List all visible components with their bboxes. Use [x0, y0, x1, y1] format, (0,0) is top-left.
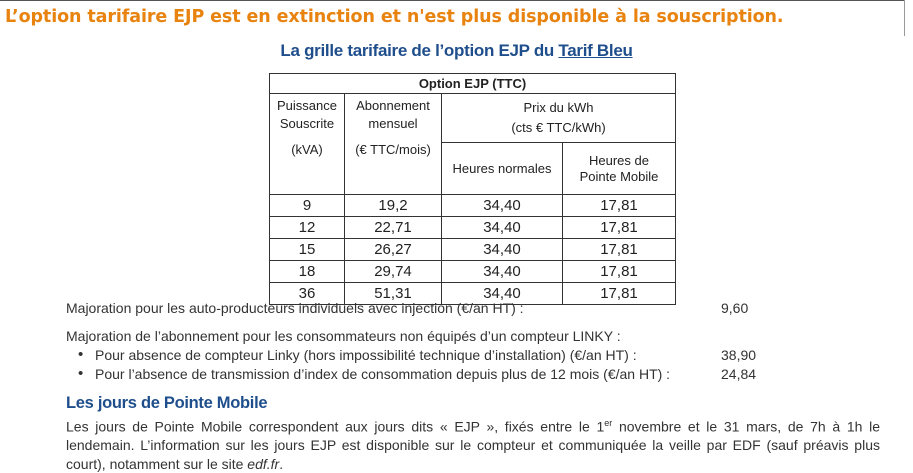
power-value: 12 — [269, 216, 345, 239]
ejp-tariff-table: Option EJP (TTC) Puissance Souscrite (kV… — [269, 73, 676, 305]
header-price: Prix du kWh (cts € TTC/kWh) — [441, 92, 676, 144]
subscription-value: 29,74 — [344, 260, 442, 283]
table-row: 36 51,31 34,40 17,81 — [269, 282, 676, 305]
edf-site-text: edf.fr — [247, 455, 280, 472]
header-normal-hours: Heures normales — [441, 142, 563, 195]
header-subscription: Abonnement mensuel (€ TTC/mois) — [344, 93, 442, 195]
peak-days-paragraph: Les jours de Pointe Mobile correspondent… — [66, 418, 880, 472]
table-row: 18 29,74 34,40 17,81 — [269, 260, 676, 283]
peak-price-value: 17,81 — [562, 238, 676, 261]
subscription-value: 22,71 — [344, 216, 442, 239]
producers-surcharge-value: 9,60 — [721, 300, 749, 316]
power-value: 36 — [269, 282, 345, 305]
grid-title-text: La grille tarifaire de l’option EJP du — [280, 41, 559, 60]
table-title: Option EJP (TTC) — [269, 73, 676, 94]
table-row: 12 22,71 34,40 17,81 — [269, 216, 676, 239]
normal-price-value: 34,40 — [441, 194, 563, 217]
normal-price-value: 34,40 — [441, 216, 563, 239]
peak-price-value: 17,81 — [562, 216, 676, 239]
linky-surcharge-value: 24,84 — [721, 366, 757, 382]
power-value: 15 — [269, 238, 345, 261]
normal-price-value: 34,40 — [441, 282, 563, 305]
header-peak-hours: Heures de Pointe Mobile — [562, 142, 676, 195]
subscription-value: 19,2 — [344, 194, 442, 217]
peak-price-value: 17,81 — [562, 260, 676, 283]
subscription-value: 26,27 — [344, 238, 442, 261]
table-row: 9 19,2 34,40 17,81 — [269, 194, 676, 217]
power-value: 18 — [269, 260, 345, 283]
normal-price-value: 34,40 — [441, 260, 563, 283]
tarif-bleu-link[interactable]: Tarif Bleu — [558, 41, 633, 60]
normal-price-value: 34,40 — [441, 238, 563, 261]
table-row: 15 26,27 34,40 17,81 — [269, 238, 676, 261]
linky-surcharge-item: Pour absence de compteur Linky (hors imp… — [78, 346, 637, 363]
extinction-warning: L’option tarifaire EJP est en extinction… — [5, 7, 784, 27]
right-border — [904, 0, 905, 36]
linky-surcharge-intro: Majoration de l’abonnement pour les cons… — [66, 328, 621, 344]
linky-surcharge-value: 38,90 — [721, 347, 757, 363]
grid-title: La grille tarifaire de l’option EJP du T… — [0, 41, 913, 61]
peak-price-value: 17,81 — [562, 194, 676, 217]
peak-price-value: 17,81 — [562, 282, 676, 305]
header-power: Puissance Souscrite (kVA) — [269, 93, 345, 195]
producers-surcharge-label: Majoration pour les auto-producteurs ind… — [66, 300, 524, 316]
power-value: 9 — [269, 194, 345, 217]
top-border — [0, 0, 905, 1]
peak-days-title: Les jours de Pointe Mobile — [66, 394, 268, 412]
linky-surcharge-item: Pour l’absence de transmission d’index d… — [78, 365, 670, 382]
